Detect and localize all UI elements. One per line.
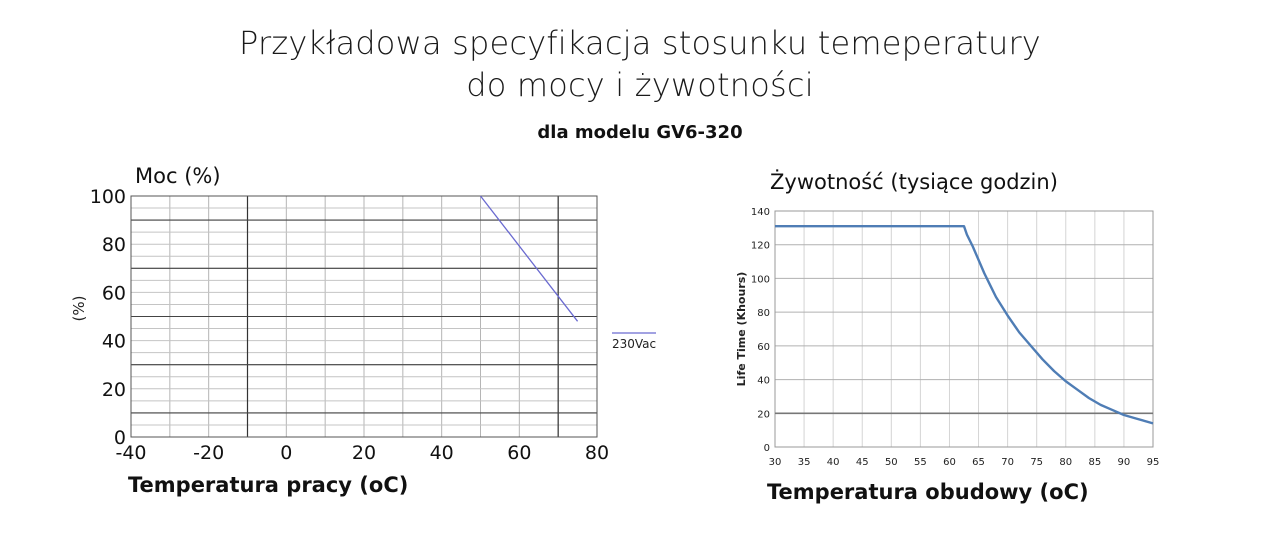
power-x-tick-label: 40: [430, 442, 454, 464]
page-subtitle: dla modelu GV6-320: [537, 122, 743, 143]
power-x-tick-label: -20: [193, 442, 224, 464]
page-title-line-2: do mocy i żywotności: [466, 66, 814, 104]
lifetime-y-axis-title: Life Time (Khours): [735, 272, 748, 387]
page-title-line-1: Przykładowa specyfikacja stosunku temepe…: [239, 24, 1041, 62]
power-y-tick-label: 80: [102, 234, 126, 256]
lifetime-x-tick-label: 80: [1059, 457, 1072, 468]
power-y-tick-label: 0: [114, 427, 126, 449]
lifetime-y-tick-label: 0: [764, 443, 770, 454]
lifetime-series-line: [775, 224, 1154, 425]
lifetime-x-tick-label: 60: [943, 457, 956, 468]
lifetime-y-tick-label: 40: [757, 376, 770, 387]
lifetime-x-tick-label: 85: [1088, 457, 1101, 468]
power-y-tick-label: 60: [102, 282, 126, 304]
lifetime-x-tick-label: 45: [856, 457, 869, 468]
power-series-line: [479, 195, 579, 322]
lifetime-x-tick-label: 35: [798, 457, 811, 468]
power-y-axis-title: (%): [70, 296, 88, 322]
lifetime-x-tick-label: 30: [769, 457, 782, 468]
lifetime-y-tick-label: 20: [757, 409, 770, 420]
power-x-tick-label: 20: [352, 442, 376, 464]
lifetime-x-tick-label: 50: [885, 457, 898, 468]
power-x-tick-label: 0: [280, 442, 292, 464]
lifetime-x-tick-label: 75: [1030, 457, 1043, 468]
lifetime-chart-heading: Żywotność (tysiące godzin): [770, 170, 1058, 194]
lifetime-x-tick-label: 55: [914, 457, 927, 468]
power-plot-frame: [130, 195, 598, 438]
power-legend-label: 230Vac: [612, 337, 656, 351]
power-chart-x-axis-title: Temperatura pracy (oC): [128, 473, 409, 497]
lifetime-y-tick-label: 60: [757, 342, 770, 353]
lifetime-y-tick-label: 100: [751, 274, 770, 285]
lifetime-x-tick-label: 95: [1147, 457, 1160, 468]
power-y-tick-label: 100: [90, 186, 126, 208]
lifetime-x-tick-label: 40: [827, 457, 840, 468]
lifetime-x-tick-label: 70: [1001, 457, 1014, 468]
lifetime-x-tick-label: 90: [1118, 457, 1131, 468]
power-x-tick-label: 60: [507, 442, 531, 464]
power-y-tick-label: 40: [102, 331, 126, 353]
power-chart-heading: Moc (%): [135, 164, 221, 188]
power-x-tick-label: 80: [585, 442, 609, 464]
power-x-tick-label: -40: [115, 442, 146, 464]
lifetime-y-tick-label: 120: [751, 241, 770, 252]
power-y-tick-label: 20: [102, 379, 126, 401]
lifetime-y-tick-label: 80: [757, 308, 770, 319]
lifetime-chart-x-axis-title: Temperatura obudowy (oC): [767, 480, 1089, 504]
lifetime-x-tick-label: 65: [972, 457, 985, 468]
lifetime-plot-frame: [774, 210, 1154, 448]
lifetime-y-tick-label: 140: [751, 207, 770, 218]
